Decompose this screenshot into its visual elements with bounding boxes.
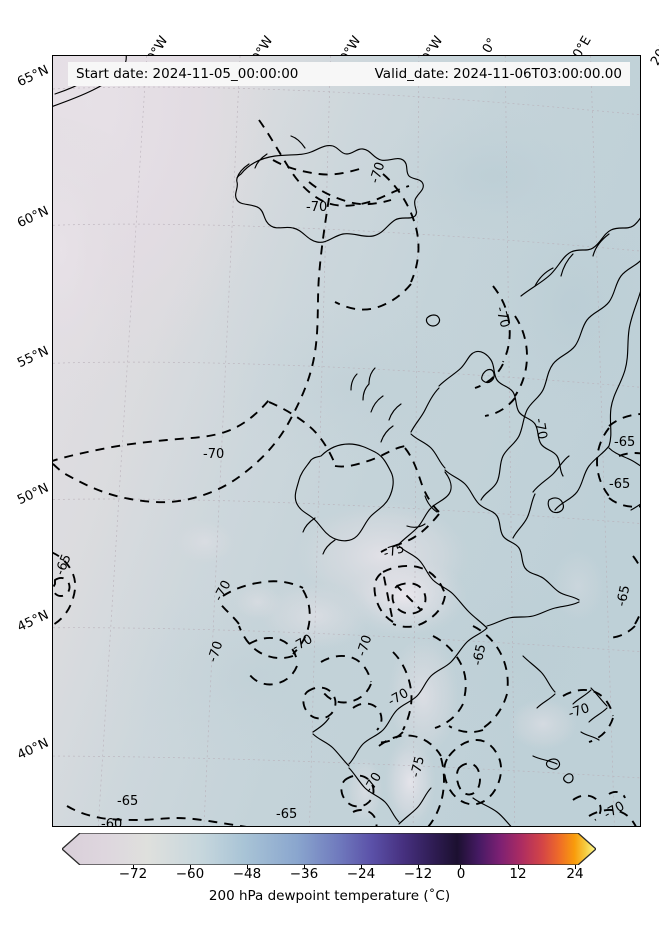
contour-label: -75 — [382, 541, 407, 562]
colorbar-tick-label-zero: 0 — [456, 866, 466, 882]
lat-tick-label-50N: 50°N — [15, 480, 52, 509]
colorbar-tickmark — [575, 865, 576, 869]
contour-label: -65 — [117, 794, 138, 809]
contour-label: -70 — [206, 639, 227, 664]
contour-label: -60 — [101, 817, 122, 826]
contour-label: -70 — [567, 701, 592, 722]
lon-tick-label-20E: 20°E — [648, 33, 659, 69]
contour-label: -65 — [614, 584, 633, 608]
colorbar-tickmark — [361, 865, 362, 869]
contour-label: -75 — [408, 755, 428, 779]
start-date-label: Start date: 2024-11-05_00:00:00 — [76, 66, 299, 82]
colorbar-tickmark — [518, 865, 519, 869]
colorbar-tickmark — [247, 865, 248, 869]
colorbar-tick-label-minus36: −36 — [289, 866, 319, 882]
contour-label: -65 — [609, 477, 630, 492]
colorbar-tickmark — [133, 865, 134, 869]
lat-tick-label-65N: 65°N — [15, 62, 52, 91]
lat-tick-label-45N: 45°N — [15, 607, 52, 636]
contour-label: -70 — [203, 447, 224, 462]
colorbar-axis-label: 200 hPa dewpoint temperature (˚C) — [208, 888, 451, 904]
contour-label: -70 — [531, 417, 549, 441]
colorbar-tick-label-minus48: −48 — [232, 866, 262, 882]
colorbar-tickmark — [190, 865, 191, 869]
colorbar-tickmark — [304, 865, 305, 869]
contour-label: -70 — [492, 305, 512, 329]
colorbar-tick-label-minus12: −12 — [403, 866, 433, 882]
contour-label: -65 — [53, 552, 75, 577]
contour-label: -70 — [368, 160, 389, 185]
contour-label: -70 — [355, 633, 376, 658]
lat-tick-label-60N: 60°N — [15, 203, 52, 232]
colorbar-gradient — [62, 833, 596, 865]
map-plot-area[interactable]: -70 -70 -70 -70 -70 -65 -65 -65 -75 -70 … — [52, 55, 641, 827]
colorbar-tick-label-minus60: −60 — [175, 866, 205, 882]
colorbar-tick-label-24: 24 — [566, 866, 584, 882]
lat-tick-label-40N: 40°N — [15, 735, 52, 764]
colorbar-tickmark — [460, 865, 461, 869]
contour-label: -65 — [276, 807, 297, 822]
lon-tick-label-0: 0° — [479, 35, 501, 57]
valid-date-label: Valid_date: 2024-11-06T03:00:00.00 — [374, 66, 622, 82]
colorbar[interactable] — [62, 833, 596, 865]
contour-label: -65 — [470, 643, 489, 667]
map-clip-region: -70 -70 -70 -70 -70 -65 -65 -65 -75 -70 … — [53, 56, 640, 826]
map-field-svg: -70 -70 -70 -70 -70 -65 -65 -65 -75 -70 … — [53, 56, 640, 826]
colorbar-tick-label-12: 12 — [509, 866, 527, 882]
colorbar-tickmark — [418, 865, 419, 869]
contour-label: -70 — [306, 200, 327, 215]
colorbar-tick-label-minus24: −24 — [346, 866, 376, 882]
contour-label: -65 — [614, 435, 635, 450]
lat-tick-label-55N: 55°N — [15, 343, 52, 372]
colorbar-tick-label-minus72: −72 — [118, 866, 148, 882]
date-info-bar: Start date: 2024-11-05_00:00:00 Valid_da… — [68, 62, 630, 86]
